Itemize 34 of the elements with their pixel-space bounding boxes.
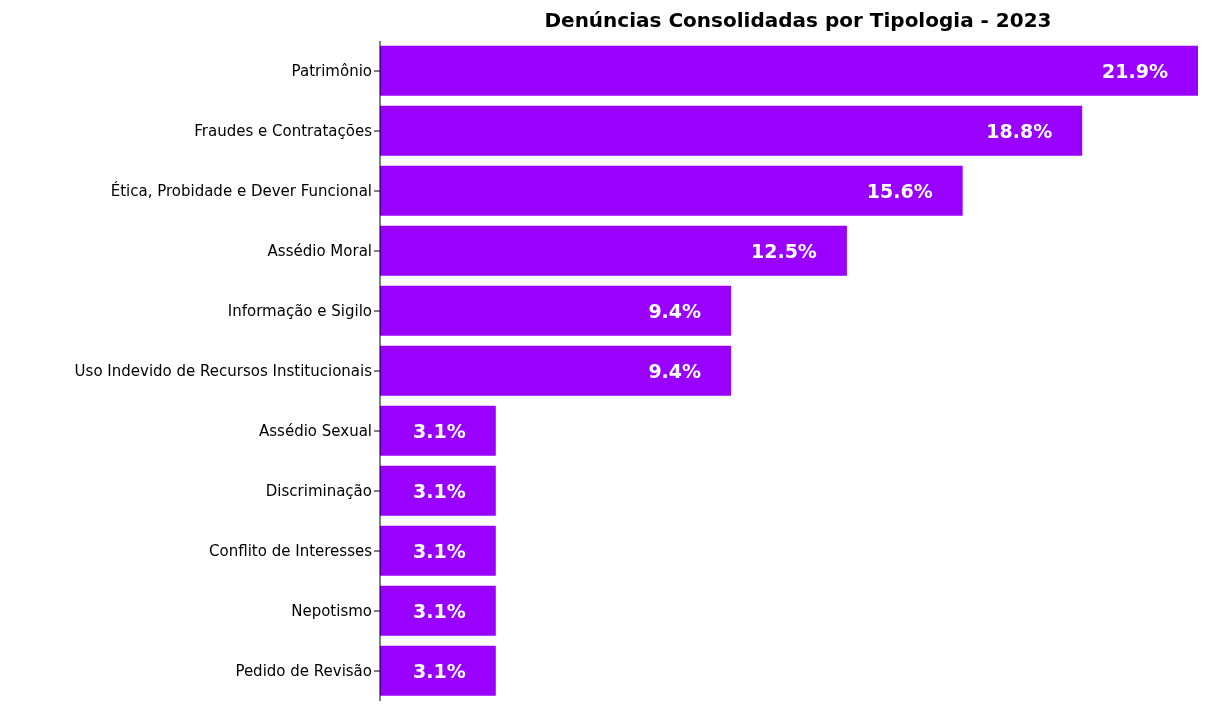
bar xyxy=(380,45,1198,96)
y-tick-label: Assédio Sexual xyxy=(259,422,372,441)
data-label: 3.1% xyxy=(413,659,466,682)
bar xyxy=(380,405,496,456)
bar xyxy=(380,585,496,636)
data-label: 18.8% xyxy=(986,119,1053,142)
data-label: 12.5% xyxy=(750,239,817,262)
data-label: 9.4% xyxy=(648,359,702,382)
y-tick-label: Nepotismo xyxy=(291,602,372,621)
y-tick-label: Patrimônio xyxy=(291,62,372,81)
bar xyxy=(380,645,496,696)
bar xyxy=(380,525,496,576)
data-label: 3.1% xyxy=(413,599,466,622)
y-tick-label: Fraudes e Contratações xyxy=(194,122,373,141)
data-label: 3.1% xyxy=(413,479,466,502)
y-tick-label: Uso Indevido de Recursos Institucionais xyxy=(74,362,373,381)
data-label: 3.1% xyxy=(413,539,466,562)
y-tick-label: Discriminação xyxy=(265,482,372,501)
y-tick-label: Assédio Moral xyxy=(267,242,372,261)
chart-title: Denúncias Consolidadas por Tipologia - 2023 xyxy=(543,8,1053,34)
data-label: 9.4% xyxy=(648,299,702,322)
bar xyxy=(380,285,732,336)
y-tick-label: Pedido de Revisão xyxy=(235,662,372,681)
bar xyxy=(380,225,847,276)
bar xyxy=(380,165,963,216)
data-label: 3.1% xyxy=(413,419,466,442)
bar xyxy=(380,105,1083,156)
y-tick-label: Informação e Sigilo xyxy=(227,302,372,321)
y-tick-label: Conflito de Interesses xyxy=(209,542,373,561)
data-label: 15.6% xyxy=(866,179,933,202)
data-label: 21.9% xyxy=(1102,59,1168,82)
y-tick-label: Ética, Probidade e Dever Funcional xyxy=(110,181,372,201)
bar xyxy=(380,345,732,396)
bar xyxy=(380,465,496,516)
